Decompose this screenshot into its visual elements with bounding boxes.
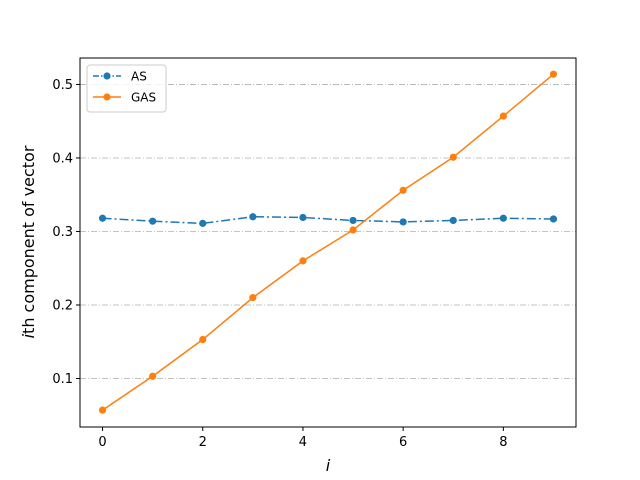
series-gas — [98, 70, 558, 414]
data-point-as — [249, 213, 257, 221]
data-point-gas — [549, 70, 558, 78]
legend: AS GAS — [86, 64, 167, 113]
x-tick-label: 2 — [199, 435, 207, 450]
x-tick-label: 8 — [499, 435, 507, 450]
y-tick-label: 0.2 — [52, 298, 73, 313]
legend-entry-gas: GAS — [93, 91, 156, 105]
y-axis-label: ith component of vector — [19, 145, 38, 338]
data-point-gas — [149, 372, 157, 380]
y-tick-label: 0.5 — [52, 78, 73, 93]
data-point-as — [98, 214, 107, 222]
series-as — [98, 213, 558, 227]
legend-marker-as — [103, 72, 111, 80]
series-line-gas — [102, 73, 554, 411]
x-tick-label: 0 — [98, 435, 106, 450]
data-point-as — [499, 214, 507, 222]
data-point-as — [199, 219, 207, 227]
legend-label-gas: GAS — [131, 91, 156, 105]
data-point-gas — [199, 335, 207, 344]
legend-entries: AS GAS — [93, 70, 156, 105]
data-point-as — [399, 218, 407, 226]
data-point-gas — [299, 257, 307, 265]
data-point-gas — [399, 186, 407, 194]
axis-ticks: 0.1 0.2 0.3 0.4 0.5 0 2 4 6 8 — [52, 78, 507, 450]
data-point-gas — [449, 153, 457, 161]
data-point-gas — [98, 406, 107, 414]
data-point-gas — [249, 294, 257, 302]
legend-entry-as: AS — [93, 70, 147, 84]
plot-frame — [79, 57, 577, 428]
data-point-as — [149, 217, 157, 225]
data-point-gas — [349, 226, 357, 234]
series-layer — [98, 70, 558, 414]
series-line-as — [102, 216, 554, 225]
x-tick-label: 4 — [299, 435, 307, 450]
y-tick-label: 0.3 — [52, 225, 73, 240]
y-axis-label-italic: i — [19, 333, 38, 338]
y-tick-label: 0.4 — [52, 151, 73, 166]
data-point-as — [449, 216, 457, 225]
data-point-gas — [499, 112, 507, 120]
data-point-as — [549, 215, 558, 223]
data-point-as — [349, 216, 357, 225]
y-axis-label-rest: th component of vector — [19, 145, 38, 334]
legend-box — [86, 64, 167, 113]
data-point-as — [299, 213, 307, 222]
x-axis-label: i — [326, 456, 331, 475]
legend-label-as: AS — [131, 70, 147, 84]
legend-marker-gas — [103, 93, 111, 101]
y-tick-label: 0.1 — [52, 372, 73, 387]
x-tick-label: 6 — [399, 435, 407, 450]
